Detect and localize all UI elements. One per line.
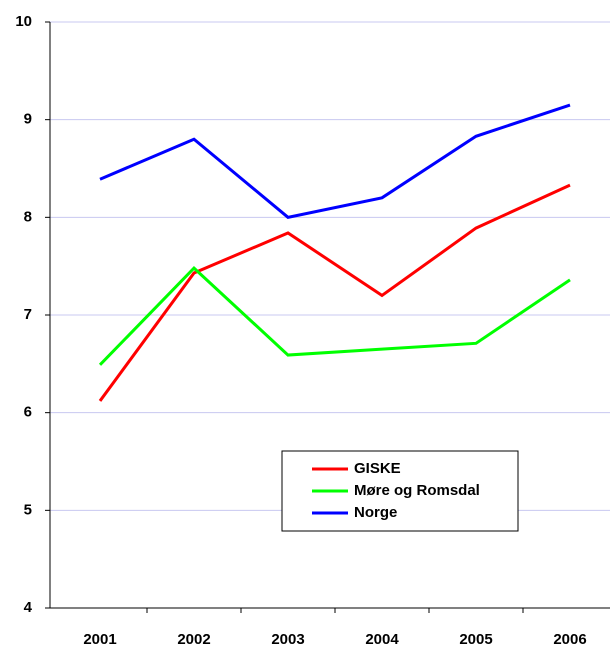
x-tick-label: 2003 <box>271 631 304 648</box>
line-series <box>99 103 571 219</box>
legend-label: Møre og Romsdal <box>354 482 480 499</box>
y-tick-label: 9 <box>24 111 32 128</box>
y-tick-label: 4 <box>24 599 33 616</box>
y-tick-label: 8 <box>24 208 32 225</box>
line-series <box>98 266 571 366</box>
x-tick-label: 2006 <box>553 631 586 648</box>
legend-label: GISKE <box>354 460 401 477</box>
line-series <box>98 183 571 402</box>
y-tick-label: 6 <box>24 404 32 421</box>
y-tick-label: 10 <box>15 13 32 30</box>
x-tick-label: 2002 <box>177 631 210 648</box>
y-tick-label: 7 <box>24 306 32 323</box>
y-tick-label: 5 <box>24 501 32 518</box>
x-tick-label: 2001 <box>83 631 116 648</box>
legend-label: Norge <box>354 504 397 521</box>
x-tick-label: 2005 <box>459 631 492 648</box>
x-tick-label: 2004 <box>365 631 399 648</box>
